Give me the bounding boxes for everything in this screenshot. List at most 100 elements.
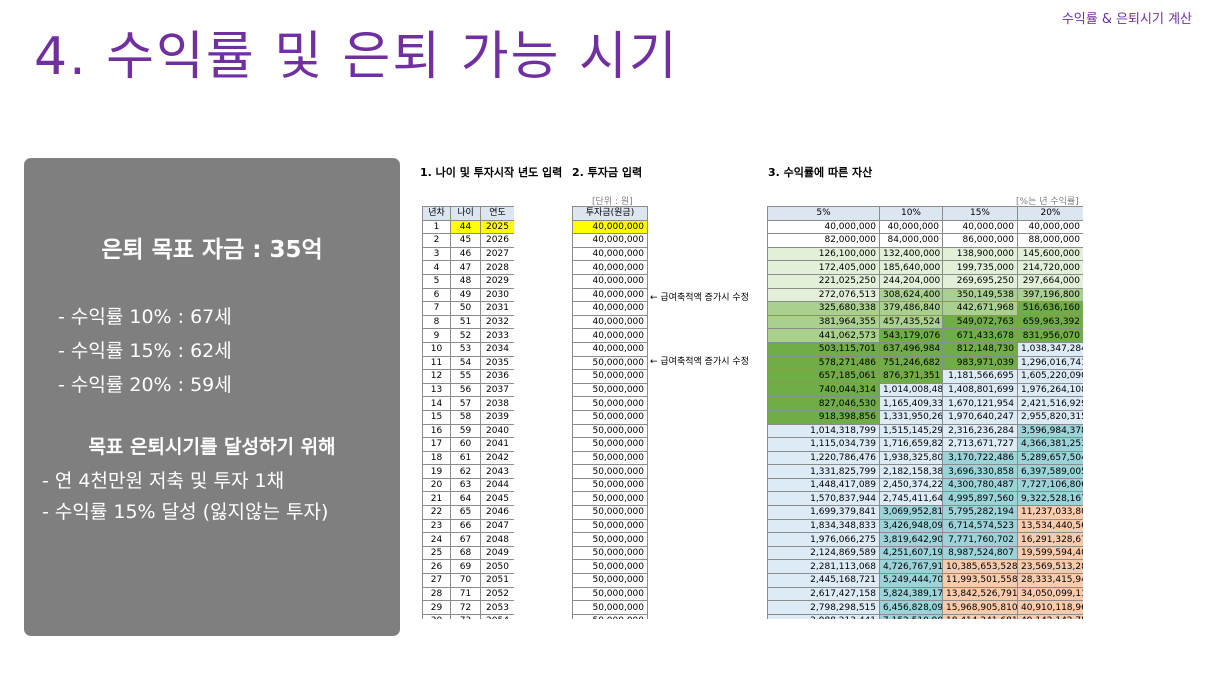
asset-cell: 1,570,837,944 [767, 491, 880, 507]
asset-cell: 7,727,106,806 [1017, 477, 1083, 493]
asset-cell: 1,408,801,699 [942, 382, 1018, 398]
principal-cell[interactable]: 50,000,000 [572, 477, 648, 493]
principal-cell[interactable]: 50,000,000 [572, 532, 648, 547]
table-row: 50,000,000 [572, 545, 648, 561]
asset-cell: 1,699,379,841 [767, 505, 880, 520]
table-row: 15 58 2039 [422, 409, 514, 425]
table-row: 82,000,000 84,000,000 86,000,000 88,000,000 [767, 233, 1083, 248]
table-row: 40,000,000 [572, 260, 648, 275]
table-row: 40,000,000 [572, 219, 648, 235]
table-row: 27 70 2051 [422, 573, 514, 588]
asset-cell: 34,050,099,136 [1017, 586, 1083, 602]
asset-cell: 49,142,142,756 [1017, 613, 1083, 619]
asset-cell: 1,670,121,954 [942, 396, 1018, 411]
principal-cell[interactable]: 50,000,000 [572, 491, 648, 507]
asset-cell: 578,271,486 [767, 355, 880, 371]
principal-cell[interactable]: 50,000,000 [572, 586, 648, 602]
asset-cell: 15,968,905,810 [942, 600, 1018, 615]
asset-cell: 1,296,016,741 [1017, 355, 1083, 371]
principal-cell[interactable]: 40,000,000 [572, 273, 648, 289]
table-cell: 2047 [480, 518, 514, 534]
table-cell[interactable]: 2025 [480, 219, 514, 235]
principal-cell[interactable]: 50,000,000 [572, 464, 648, 479]
principal-cell[interactable]: 50,000,000 [572, 613, 648, 619]
section3-title: 3. 수익률에 따른 자산 [768, 166, 873, 179]
principal-cell[interactable]: 50,000,000 [572, 437, 648, 452]
principal-cell[interactable]: 40,000,000 [572, 287, 648, 303]
principal-cell[interactable]: 40,000,000 [572, 260, 648, 275]
principal-cell[interactable]: 50,000,000 [572, 369, 648, 384]
table-row: 1,976,066,275 3,819,642,904 7,771,760,702 1… [767, 532, 1083, 547]
asset-cell: 379,486,840 [879, 301, 943, 316]
table-cell: 2031 [480, 301, 514, 316]
principal-cell[interactable]: 50,000,000 [572, 545, 648, 561]
table-row: 50,000,000 [572, 396, 648, 411]
table-cell[interactable]: 44 [450, 219, 481, 235]
table-row: 2,617,427,158 5,824,389,176 13,842,526,791… [767, 586, 1083, 602]
table-cell: 60 [450, 437, 481, 452]
asset-cell: 6,714,574,523 [942, 518, 1018, 534]
principal-cell[interactable]: 50,000,000 [572, 396, 648, 411]
asset-cell: 1,038,347,284 [1017, 341, 1083, 357]
principal-cell[interactable]: 50,000,000 [572, 559, 648, 575]
principal-cell[interactable]: 50,000,000 [572, 382, 648, 398]
principal-cell[interactable]: 40,000,000 [572, 233, 648, 248]
table-cell: 21 [422, 491, 451, 507]
asset-cell: 325,680,338 [767, 301, 880, 316]
table-cell: 2048 [480, 532, 514, 547]
table-row: 11 54 2035 [422, 355, 514, 371]
principal-cell[interactable]: 40,000,000 [572, 219, 648, 235]
table-row: 8 51 2032 [422, 314, 514, 330]
table-row: 918,398,856 1,331,950,268 1,970,640,247 2,9… [767, 409, 1083, 425]
table-cell: 2053 [480, 600, 514, 615]
asset-cell: 6,456,828,093 [879, 600, 943, 615]
principal-cell[interactable]: 50,000,000 [572, 600, 648, 615]
asset-cell: 88,000,000 [1017, 233, 1083, 248]
table-row: 30732054 [422, 613, 514, 619]
table-cell: 2034 [480, 341, 514, 357]
table-row: 657,185,061 876,371,351 1,181,566,695 1,605… [767, 369, 1083, 384]
asset-cell: 82,000,000 [767, 233, 880, 248]
table-row: 441,062,573 543,179,076 671,433,678 831,956… [767, 328, 1083, 343]
asset-cell: 5,795,282,194 [942, 505, 1018, 520]
principal-cell[interactable]: 50,000,000 [572, 423, 648, 439]
rate-item: - 수익률 10% : 67세 [58, 306, 232, 328]
table-row: 1,014,318,799 1,515,145,295 2,316,236,284 3… [767, 423, 1083, 439]
principal-cell[interactable]: 50,000,000 [572, 573, 648, 588]
summary-panel: 은퇴 목표 자금 : 35억 - 수익률 10% : 67세 - 수익률 15%… [24, 158, 400, 636]
asset-cell: 3,069,952,813 [879, 505, 943, 520]
asset-cell: 1,976,264,108 [1017, 382, 1083, 398]
principal-cell[interactable]: 50,000,000 [572, 505, 648, 520]
table-cell: 2041 [480, 437, 514, 452]
asset-cell: 751,246,682 [879, 355, 943, 371]
principal-cell[interactable]: 40,000,000 [572, 246, 648, 262]
asset-cell: 40,000,000 [767, 219, 880, 235]
table-row: 1,115,034,739 1,716,659,824 2,713,671,727 4… [767, 437, 1083, 452]
table-cell: 2046 [480, 505, 514, 520]
principal-cell[interactable]: 40,000,000 [572, 314, 648, 330]
asset-cell: 827,046,530 [767, 396, 880, 411]
principal-cell[interactable]: 50,000,000 [572, 450, 648, 466]
principal-cell[interactable]: 50,000,000 [572, 518, 648, 534]
table-row: 4 47 2028 [422, 260, 514, 275]
principal-cell[interactable]: 50,000,000 [572, 409, 648, 425]
principal-cell[interactable]: 40,000,000 [572, 341, 648, 357]
table-cell: 50 [450, 301, 481, 316]
table-cell: 2026 [480, 233, 514, 248]
table-cell: 9 [422, 328, 451, 343]
table-cell: 2030 [480, 287, 514, 303]
table-cell: 58 [450, 409, 481, 425]
table-row: 381,964,355 457,435,524 549,072,763 659,963… [767, 314, 1083, 330]
asset-cell: 13,534,440,561 [1017, 518, 1083, 534]
asset-cell: 3,170,722,486 [942, 450, 1018, 466]
principal-cell[interactable]: 40,000,000 [572, 301, 648, 316]
rate-item: - 수익률 20% : 59세 [58, 374, 232, 396]
table-cell: 64 [450, 491, 481, 507]
principal-cell[interactable]: 50,000,000 [572, 355, 648, 371]
asset-cell: 132,400,000 [879, 246, 943, 262]
table-cell: 2036 [480, 369, 514, 384]
asset-cell: 8,987,524,807 [942, 545, 1018, 561]
asset-cell: 1,165,409,334 [879, 396, 943, 411]
principal-cell[interactable]: 40,000,000 [572, 328, 648, 343]
asset-cell: 350,149,538 [942, 287, 1018, 303]
